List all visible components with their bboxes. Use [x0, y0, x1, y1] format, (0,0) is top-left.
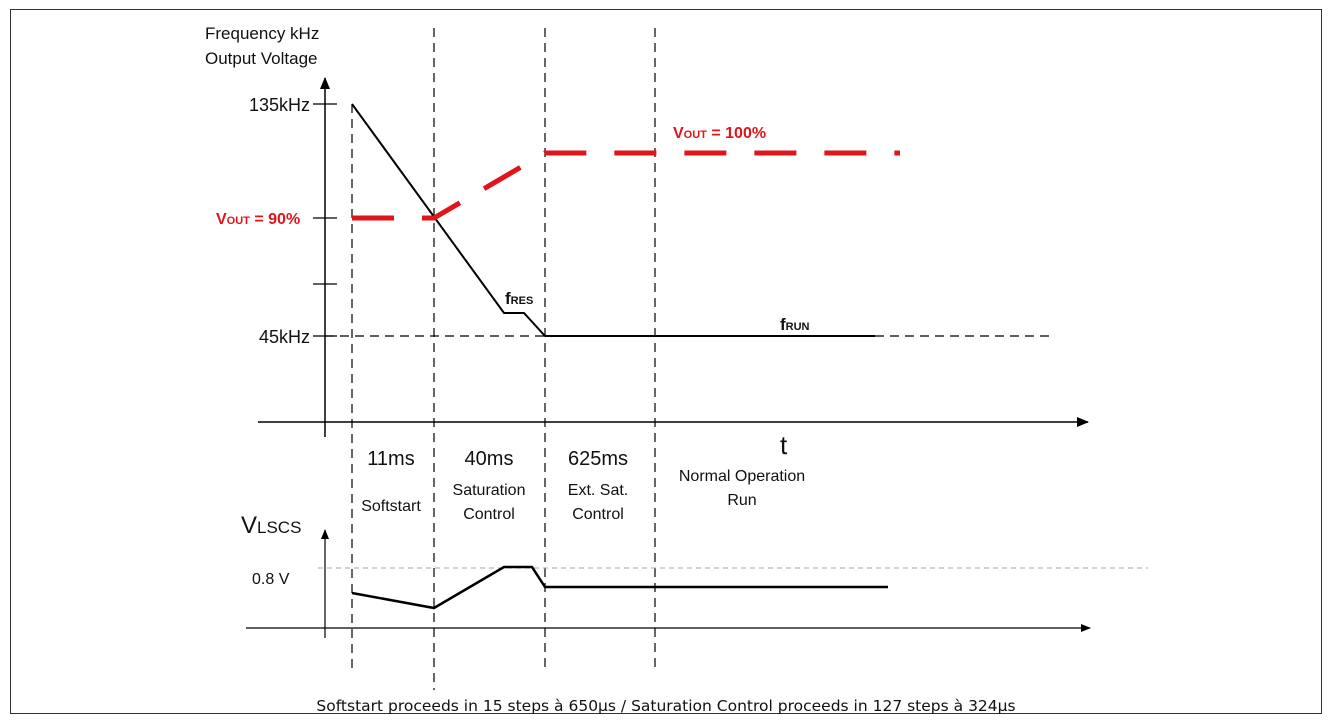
vlscs-curve [351, 565, 888, 610]
caption: Softstart proceeds in 15 steps à 650µs /… [316, 697, 1015, 715]
fres-label: fRES [505, 289, 533, 308]
phase-1-name: Softstart [361, 498, 421, 515]
vout-100-label: VOUT = 100% [673, 125, 766, 142]
vlscs-label: VLSCS [241, 512, 301, 539]
label-45khz: 45kHz [259, 327, 310, 347]
phase-3-name-line1: Ext. Sat. [568, 482, 628, 499]
phase-4-name-line1: Normal Operation [679, 468, 805, 485]
y-axis-title-line2: Output Voltage [205, 49, 317, 68]
phase-2-duration: 40ms [465, 448, 514, 470]
diagram-frame [10, 9, 1322, 714]
vout-curve [352, 150, 900, 221]
phase-2-name-line1: Saturation [453, 482, 526, 499]
time-axis-label: t [780, 430, 788, 460]
phase-3-duration: 625ms [568, 448, 628, 470]
phase-2-name-line2: Control [463, 506, 515, 523]
vlscs-0-8v-label: 0.8 V [252, 571, 290, 588]
y-axis-title-line1: Frequency kHz [205, 24, 319, 43]
vout-90-label: VOUT = 90% [216, 211, 300, 228]
phase-4-name-line2: Run [727, 492, 756, 509]
phase-3-name-line2: Control [572, 506, 624, 523]
label-135khz: 135kHz [249, 95, 310, 115]
frun-label: fRUN [780, 315, 810, 334]
frequency-curve [351, 103, 875, 337]
phase-1-duration: 11ms [367, 448, 414, 470]
